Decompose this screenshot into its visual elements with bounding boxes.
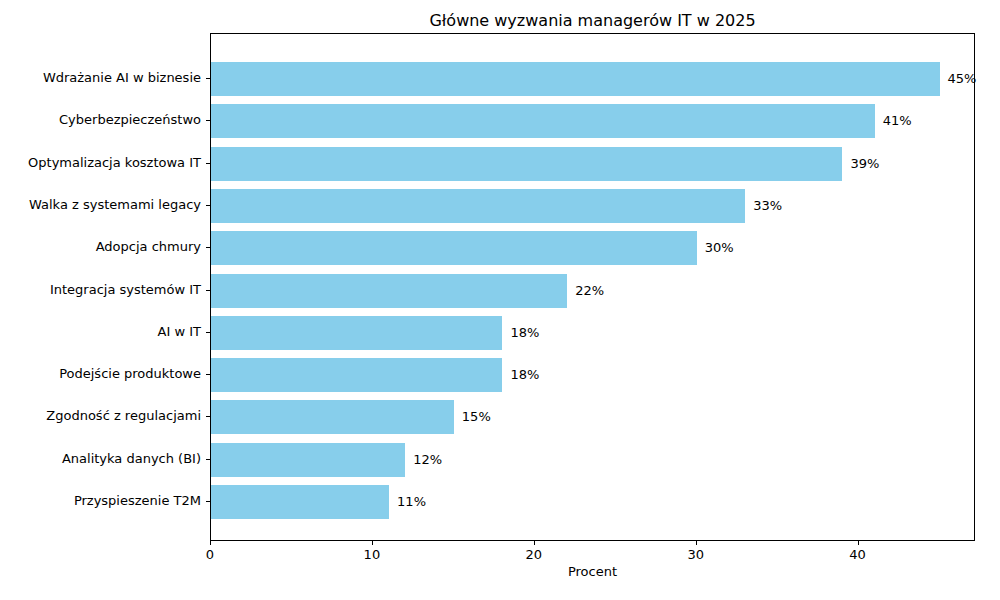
y-tick-label: Analityka danych (BI) (0, 450, 201, 468)
y-tick-mark (206, 501, 210, 502)
y-tick-label: Walka z systemami legacy (0, 196, 201, 214)
y-tick-mark (206, 247, 210, 248)
y-tick-mark (206, 374, 210, 375)
y-tick-mark (206, 416, 210, 417)
bar-value-label: 18% (510, 366, 539, 384)
bar-value-label: 30% (705, 239, 734, 257)
x-tick-label: 0 (180, 547, 240, 563)
bar (211, 147, 842, 181)
y-tick-label: Cyberbezpieczeństwo (0, 111, 201, 129)
y-tick-label: Optymalizacja kosztowa IT (0, 154, 201, 172)
bar (211, 443, 405, 477)
bar (211, 104, 875, 138)
bar-value-label: 33% (753, 197, 782, 215)
bar-value-label: 15% (462, 408, 491, 426)
y-tick-label: Przyspieszenie T2M (0, 492, 201, 510)
y-tick-mark (206, 332, 210, 333)
x-tick-mark (858, 541, 859, 545)
y-tick-label: Zgodność z regulacjami (0, 407, 201, 425)
bar-value-label: 11% (397, 493, 426, 511)
bar (211, 274, 567, 308)
bar-value-label: 18% (510, 324, 539, 342)
bar-value-label: 45% (948, 70, 977, 88)
y-tick-label: Integracja systemów IT (0, 281, 201, 299)
chart-title: Główne wyzwania managerów IT w 2025 (210, 11, 975, 31)
y-tick-label: Wdrażanie AI w biznesie (0, 69, 201, 87)
x-tick-label: 30 (666, 547, 726, 563)
bar (211, 316, 502, 350)
x-tick-mark (534, 541, 535, 545)
y-tick-mark (206, 163, 210, 164)
x-tick-mark (696, 541, 697, 545)
bar-value-label: 12% (413, 451, 442, 469)
bar-value-label: 22% (575, 282, 604, 300)
y-tick-mark (206, 459, 210, 460)
x-tick-label: 20 (504, 547, 564, 563)
x-tick-mark (210, 541, 211, 545)
bar (211, 485, 389, 519)
x-tick-mark (372, 541, 373, 545)
x-axis-label: Procent (210, 563, 975, 581)
y-tick-mark (206, 290, 210, 291)
y-tick-label: Podejście produktowe (0, 365, 201, 383)
plot-area: 45% 41% 39% 33% 30% 22% 18% 18% 15% 12% 11% (210, 33, 975, 541)
bar (211, 231, 697, 265)
x-tick-label: 10 (342, 547, 402, 563)
bar (211, 62, 940, 96)
bar (211, 358, 502, 392)
y-tick-mark (206, 78, 210, 79)
y-tick-label: Adopcja chmury (0, 238, 201, 256)
y-tick-mark (206, 205, 210, 206)
bar-value-label: 39% (850, 155, 879, 173)
x-tick-label: 40 (828, 547, 888, 563)
y-tick-label: AI w IT (0, 323, 201, 341)
bar (211, 400, 454, 434)
bar (211, 189, 745, 223)
y-tick-mark (206, 120, 210, 121)
bar-value-label: 41% (883, 112, 912, 130)
figure: Główne wyzwania managerów IT w 2025 45%4… (0, 0, 1000, 600)
